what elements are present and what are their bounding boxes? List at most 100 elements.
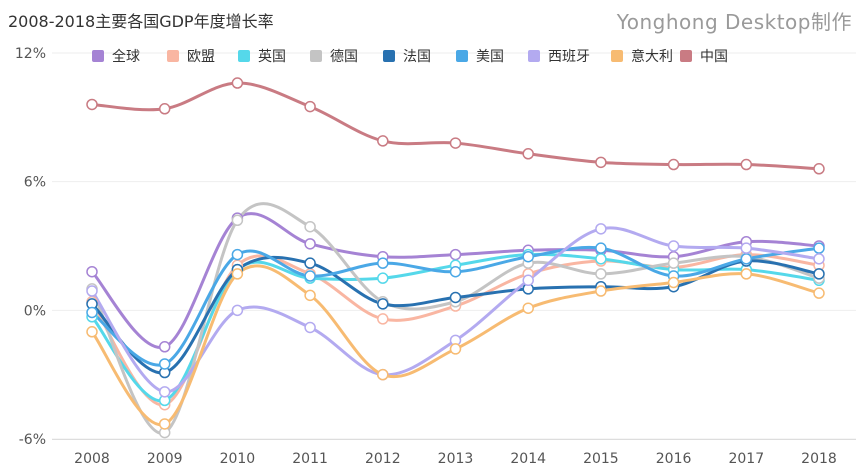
data-point[interactable] <box>158 103 171 115</box>
data-point[interactable] <box>667 257 680 269</box>
legend-swatch <box>92 50 104 62</box>
watermark-text: Yonghong Desktop制作 <box>616 10 852 34</box>
x-tick-label: 2009 <box>147 451 183 467</box>
data-point[interactable] <box>377 313 389 325</box>
data-point[interactable] <box>813 242 825 254</box>
series-points <box>86 77 825 439</box>
data-point[interactable] <box>449 291 462 304</box>
x-tick-label: 2014 <box>510 451 546 467</box>
data-point[interactable] <box>813 287 825 299</box>
data-point[interactable] <box>231 77 244 89</box>
x-axis: 2008 2009 2010 2011 2012 2013 2014 2015 2016 2017… <box>52 439 856 467</box>
series-line-0 <box>90 212 821 349</box>
legend-swatch <box>680 50 692 62</box>
data-point[interactable] <box>377 257 389 269</box>
series-line-8 <box>90 81 821 171</box>
data-point[interactable] <box>595 156 607 169</box>
y-tick-label: 6% <box>24 175 46 191</box>
data-point[interactable] <box>304 257 316 269</box>
legend-swatch <box>456 50 468 62</box>
x-tick-label: 2008 <box>74 451 110 467</box>
data-point[interactable] <box>449 343 462 355</box>
data-point[interactable] <box>377 368 389 381</box>
data-point[interactable] <box>449 137 462 149</box>
x-tick-label: 2012 <box>365 451 401 467</box>
data-point[interactable] <box>740 242 753 254</box>
data-point[interactable] <box>813 163 825 175</box>
legend-label[interactable]: 全球 <box>112 48 140 65</box>
data-point[interactable] <box>377 298 389 310</box>
chart-title: 2008-2018主要各国GDP年度增长率 <box>8 12 274 31</box>
data-point[interactable] <box>231 304 244 317</box>
y-axis: -6% 0% 6% 12% <box>15 46 46 448</box>
data-point[interactable] <box>86 265 98 278</box>
data-point[interactable] <box>158 341 171 353</box>
data-point[interactable] <box>304 321 316 334</box>
data-point[interactable] <box>304 270 316 282</box>
data-point[interactable] <box>595 223 607 235</box>
data-point[interactable] <box>740 268 753 280</box>
data-point[interactable] <box>86 326 98 338</box>
data-point[interactable] <box>667 240 680 252</box>
legend-label[interactable]: 欧盟 <box>187 49 215 65</box>
y-tick-label: 12% <box>15 46 46 62</box>
data-point[interactable] <box>522 274 534 287</box>
legend-label[interactable]: 美国 <box>476 49 504 65</box>
x-tick-label: 2017 <box>728 451 764 467</box>
series-line-5 <box>90 245 821 367</box>
x-tick-label: 2013 <box>438 451 474 467</box>
data-point[interactable] <box>231 214 244 227</box>
x-tick-label: 2016 <box>656 451 692 467</box>
legend-swatch <box>238 50 250 62</box>
data-point[interactable] <box>231 248 244 261</box>
data-point[interactable] <box>158 386 171 398</box>
data-point[interactable] <box>595 268 607 280</box>
series-line-3 <box>90 202 821 435</box>
data-point[interactable] <box>667 276 680 289</box>
legend-label[interactable]: 德国 <box>330 49 358 65</box>
data-point[interactable] <box>377 135 389 147</box>
data-point[interactable] <box>377 272 389 284</box>
legend: 全球 欧盟 英国 德国 法国 美国 西班牙 意大利 中国 <box>92 48 728 65</box>
data-point[interactable] <box>595 285 607 297</box>
data-point[interactable] <box>304 289 316 302</box>
data-point[interactable] <box>304 238 316 250</box>
data-point[interactable] <box>740 158 753 171</box>
x-tick-label: 2015 <box>583 451 619 467</box>
legend-swatch <box>310 50 322 62</box>
data-point[interactable] <box>522 302 534 314</box>
data-point[interactable] <box>813 268 825 280</box>
legend-label[interactable]: 意大利 <box>631 48 673 65</box>
legend-label[interactable]: 法国 <box>403 49 431 65</box>
data-point[interactable] <box>86 306 98 319</box>
data-point[interactable] <box>740 253 753 265</box>
data-point[interactable] <box>86 285 98 297</box>
legend-label[interactable]: 西班牙 <box>548 49 590 65</box>
data-point[interactable] <box>813 253 825 265</box>
data-point[interactable] <box>595 253 607 265</box>
data-point[interactable] <box>86 98 98 111</box>
data-point[interactable] <box>449 265 462 278</box>
legend-swatch <box>167 50 179 62</box>
legend-swatch <box>383 50 395 62</box>
legend-swatch <box>528 50 540 62</box>
x-tick-label: 2018 <box>801 451 837 467</box>
data-point[interactable] <box>304 220 316 233</box>
y-tick-label: 0% <box>24 303 46 319</box>
data-point[interactable] <box>667 158 680 171</box>
data-point[interactable] <box>522 148 534 160</box>
grid-lines <box>52 52 856 440</box>
data-point[interactable] <box>522 250 534 263</box>
data-point[interactable] <box>231 268 244 280</box>
y-tick-label: -6% <box>19 432 46 448</box>
data-point[interactable] <box>595 242 607 254</box>
legend-label[interactable]: 中国 <box>700 49 728 65</box>
data-point[interactable] <box>304 100 316 113</box>
data-point[interactable] <box>158 358 171 370</box>
x-tick-label: 2010 <box>220 451 256 467</box>
data-point[interactable] <box>158 418 171 430</box>
data-point[interactable] <box>449 248 462 261</box>
legend-label[interactable]: 英国 <box>258 48 286 65</box>
x-tick-label: 2011 <box>292 451 328 467</box>
